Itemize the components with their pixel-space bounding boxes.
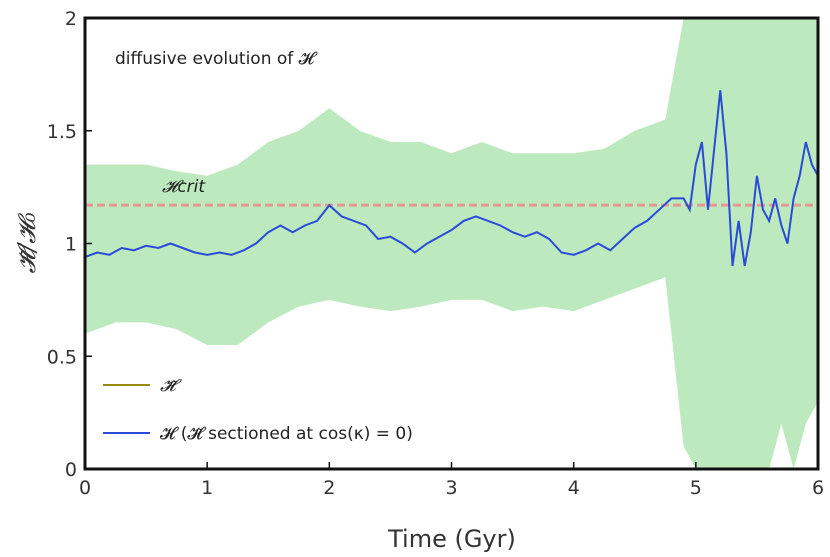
x-tick-label: 6 bbox=[812, 477, 824, 499]
legend-label-htilde: 𝓗̃ bbox=[160, 376, 182, 396]
x-axis: 0 1 2 3 4 5 6 bbox=[79, 462, 824, 499]
y-axis-label: 𝓗̃/𝓗₀ bbox=[13, 212, 41, 273]
x-tick-label: 0 bbox=[79, 477, 91, 499]
x-tick-label: 4 bbox=[568, 477, 580, 499]
envelope-band bbox=[85, 18, 818, 469]
x-tick-label: 1 bbox=[201, 477, 213, 499]
y-tick-label: 1 bbox=[65, 234, 77, 256]
y-tick-label: 0.5 bbox=[47, 346, 77, 368]
critical-line-label: 𝓗crit bbox=[162, 177, 206, 197]
annotation-text: diffusive evolution of 𝓗 bbox=[115, 49, 318, 69]
y-tick-label: 0 bbox=[65, 459, 77, 481]
x-tick-label: 2 bbox=[323, 477, 335, 499]
x-axis-label: Time (Gyr) bbox=[387, 525, 516, 553]
x-tick-label: 5 bbox=[690, 477, 702, 499]
y-tick-label: 1.5 bbox=[47, 121, 77, 143]
x-tick-label: 3 bbox=[445, 477, 457, 499]
line-layer bbox=[85, 90, 818, 267]
legend: 𝓗̃ 𝓗 (𝓗̃ sectioned at cos(κ) = 0) bbox=[103, 376, 413, 444]
legend-label-h: 𝓗 (𝓗̃ sectioned at cos(κ) = 0) bbox=[160, 424, 413, 444]
series-line-h bbox=[85, 90, 818, 267]
y-tick-label: 2 bbox=[65, 8, 77, 30]
band-layer bbox=[85, 18, 818, 469]
y-axis: 0 0.5 1 1.5 2 bbox=[47, 8, 92, 481]
